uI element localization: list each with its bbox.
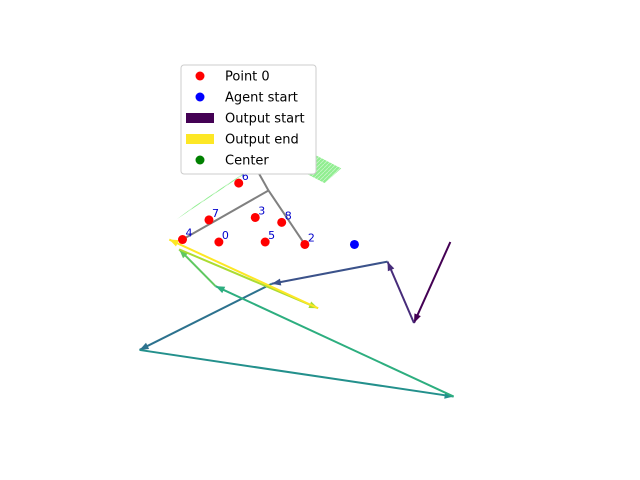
legend-marker-point-0	[195, 71, 205, 81]
point-4	[178, 235, 188, 245]
legend-marker-output-end	[186, 134, 214, 144]
point-5	[260, 237, 270, 247]
legend-item-output-start: Output start	[186, 112, 305, 127]
legend: Point 0 Agent start Output start Output end…	[180, 64, 317, 175]
point-3	[250, 212, 260, 222]
point-label-0: 0	[222, 229, 229, 242]
legend-label-agent-start: Agent start	[225, 91, 298, 106]
point-8	[277, 217, 287, 227]
legend-label-output-end: Output end	[225, 133, 299, 148]
legend-marker-center	[195, 155, 205, 165]
legend-item-point-0: Point 0	[195, 70, 270, 85]
legend-item-output-end: Output end	[186, 133, 299, 148]
region-polygon-1	[175, 161, 262, 220]
legend-frame	[180, 64, 317, 175]
output-arrow-8	[168, 238, 319, 310]
output-arrow-1	[386, 261, 415, 324]
hub-line-2	[182, 189, 269, 241]
point-label-6: 6	[242, 170, 249, 183]
point-7	[204, 215, 214, 225]
legend-marker-output-start	[186, 113, 214, 123]
legend-item-center: Center	[195, 154, 269, 169]
point-0	[214, 237, 224, 247]
output-arrow-0	[413, 241, 452, 324]
legend-item-agent-start: Agent start	[195, 91, 298, 106]
hub-line-1	[267, 189, 306, 246]
point-label-4: 4	[186, 227, 193, 240]
legend-label-output-start: Output start	[225, 112, 305, 127]
point-label-7: 7	[212, 207, 219, 220]
legend-label-point-0: Point 0	[225, 70, 270, 85]
point-label-8: 8	[285, 209, 292, 222]
output-arrow-2	[271, 260, 388, 286]
output-arrow-5	[215, 285, 455, 398]
agent-start-marker	[349, 239, 359, 249]
point-label-2: 2	[308, 231, 315, 244]
legend-marker-agent-start	[195, 92, 205, 102]
output-path-layer	[139, 238, 455, 399]
legend-label-center: Center	[225, 154, 269, 169]
output-arrow-3	[139, 282, 273, 351]
output-arrow-6	[178, 248, 217, 287]
point-6	[234, 178, 244, 188]
point-label-5: 5	[268, 229, 275, 242]
point-label-3: 3	[258, 204, 265, 217]
point-2	[300, 239, 310, 249]
